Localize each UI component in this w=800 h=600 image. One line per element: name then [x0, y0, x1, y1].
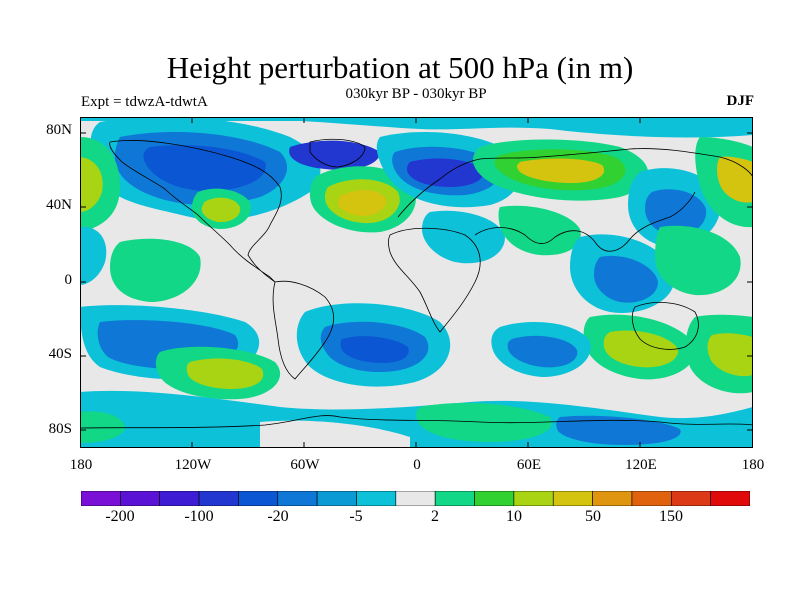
anomaly-low-south-indian-mid [507, 335, 578, 368]
anomaly-high-maritime [655, 225, 741, 296]
map-subtitle: 030kyr BP - 030kyr BP [345, 86, 487, 102]
anomaly-low-north-america-core [143, 145, 266, 192]
map-title: Height perturbation at 500 hPa (in m) [166, 50, 634, 85]
colorbar-swatch [474, 491, 515, 506]
lon-label-0: 0 [413, 457, 421, 473]
contour-fields [80, 117, 753, 448]
anomaly-high-central-asia-core [517, 158, 605, 183]
colorbar-swatch [631, 491, 672, 506]
anomaly-high-south-indian-core [603, 330, 679, 368]
lon-label-120w: 120W [174, 457, 212, 473]
coastlines [80, 138, 753, 429]
anomaly-low-east-asia-mid [645, 189, 707, 236]
colorbar-swatch [159, 491, 200, 506]
antarctic-neutral [260, 420, 410, 448]
coast-africa [388, 227, 481, 333]
colorbar-swatch [710, 491, 750, 506]
lon-label-180w: 180 [69, 457, 93, 473]
coast-north-america [109, 140, 282, 283]
lon-label-60w: 60W [290, 457, 320, 473]
contour-map [80, 117, 753, 448]
anomaly-low-east-atlantic-eq [422, 210, 505, 264]
colorbar-swatch [356, 491, 397, 506]
anomaly-low-greenland-core [289, 140, 380, 170]
colorbar-swatch [552, 491, 593, 506]
colorbar-swatch [434, 491, 475, 506]
colorbar-swatch [238, 491, 279, 506]
colorbar-label: -20 [267, 508, 289, 525]
lat-label-0: 0 [64, 272, 73, 288]
anomaly-low-south-atlantic-core [340, 336, 409, 363]
lat-label-40n: 40N [46, 197, 72, 213]
anomaly-low-europe-core [406, 158, 484, 187]
colorbar-label: 50 [585, 508, 601, 525]
lon-label-60e: 60E [516, 457, 542, 473]
anomaly-high-equatorial-pacific [110, 238, 201, 302]
colorbar-swatch [316, 491, 357, 506]
coast-europe [397, 148, 753, 218]
colorbar-label: -100 [184, 508, 214, 525]
anomaly-high-west-pacific-core [80, 157, 103, 212]
anomaly-low-west-pacific-eq [80, 226, 107, 285]
anomaly-high-australia-core [707, 333, 753, 377]
experiment-label: Expt = tdwzA-tdwtA [81, 94, 208, 110]
anomaly-high-north-america-core [201, 197, 241, 223]
colorbar-swatch [277, 491, 318, 506]
colorbar-label: -5 [349, 508, 363, 525]
colorbar-swatch [513, 491, 554, 506]
colorbar-label: 2 [431, 508, 439, 525]
colorbar-swatch [592, 491, 633, 506]
lat-label-80n: 80N [46, 122, 72, 138]
colorbar-label: -200 [105, 508, 135, 525]
lat-label-40s: 40S [48, 346, 72, 362]
colorbar-swatch [395, 491, 436, 506]
colorbar-label: 150 [659, 508, 683, 525]
colorbar-swatch [120, 491, 161, 506]
colorbar-swatch [81, 491, 121, 506]
coast-greenland [309, 138, 366, 168]
season-label: DJF [726, 93, 755, 109]
anomaly-high-indian-ocean-north [498, 205, 581, 256]
lon-label-180e: 180 [741, 457, 765, 473]
colorbar [81, 491, 750, 506]
coast-asia [474, 191, 696, 252]
anomaly-low-arctic-band [80, 117, 753, 138]
anomaly-low-antarctic-strong [556, 415, 681, 445]
coast-australia [631, 302, 699, 350]
anomaly-high-antarctic-west [80, 411, 125, 443]
anomaly-high-north-atlantic-core [338, 190, 387, 216]
colorbar-swatch [670, 491, 711, 506]
anomaly-high-south-pacific-core [186, 358, 264, 389]
lon-label-120e: 120E [625, 457, 657, 473]
anomaly-low-indian-ocean-mid [594, 255, 658, 303]
colorbar-swatch [198, 491, 239, 506]
colorbar-label: 10 [506, 508, 522, 525]
coast-south-america [272, 280, 335, 380]
axis-ticks [80, 117, 753, 448]
lat-label-80s: 80S [48, 421, 72, 437]
coast-antarctica [80, 415, 753, 429]
